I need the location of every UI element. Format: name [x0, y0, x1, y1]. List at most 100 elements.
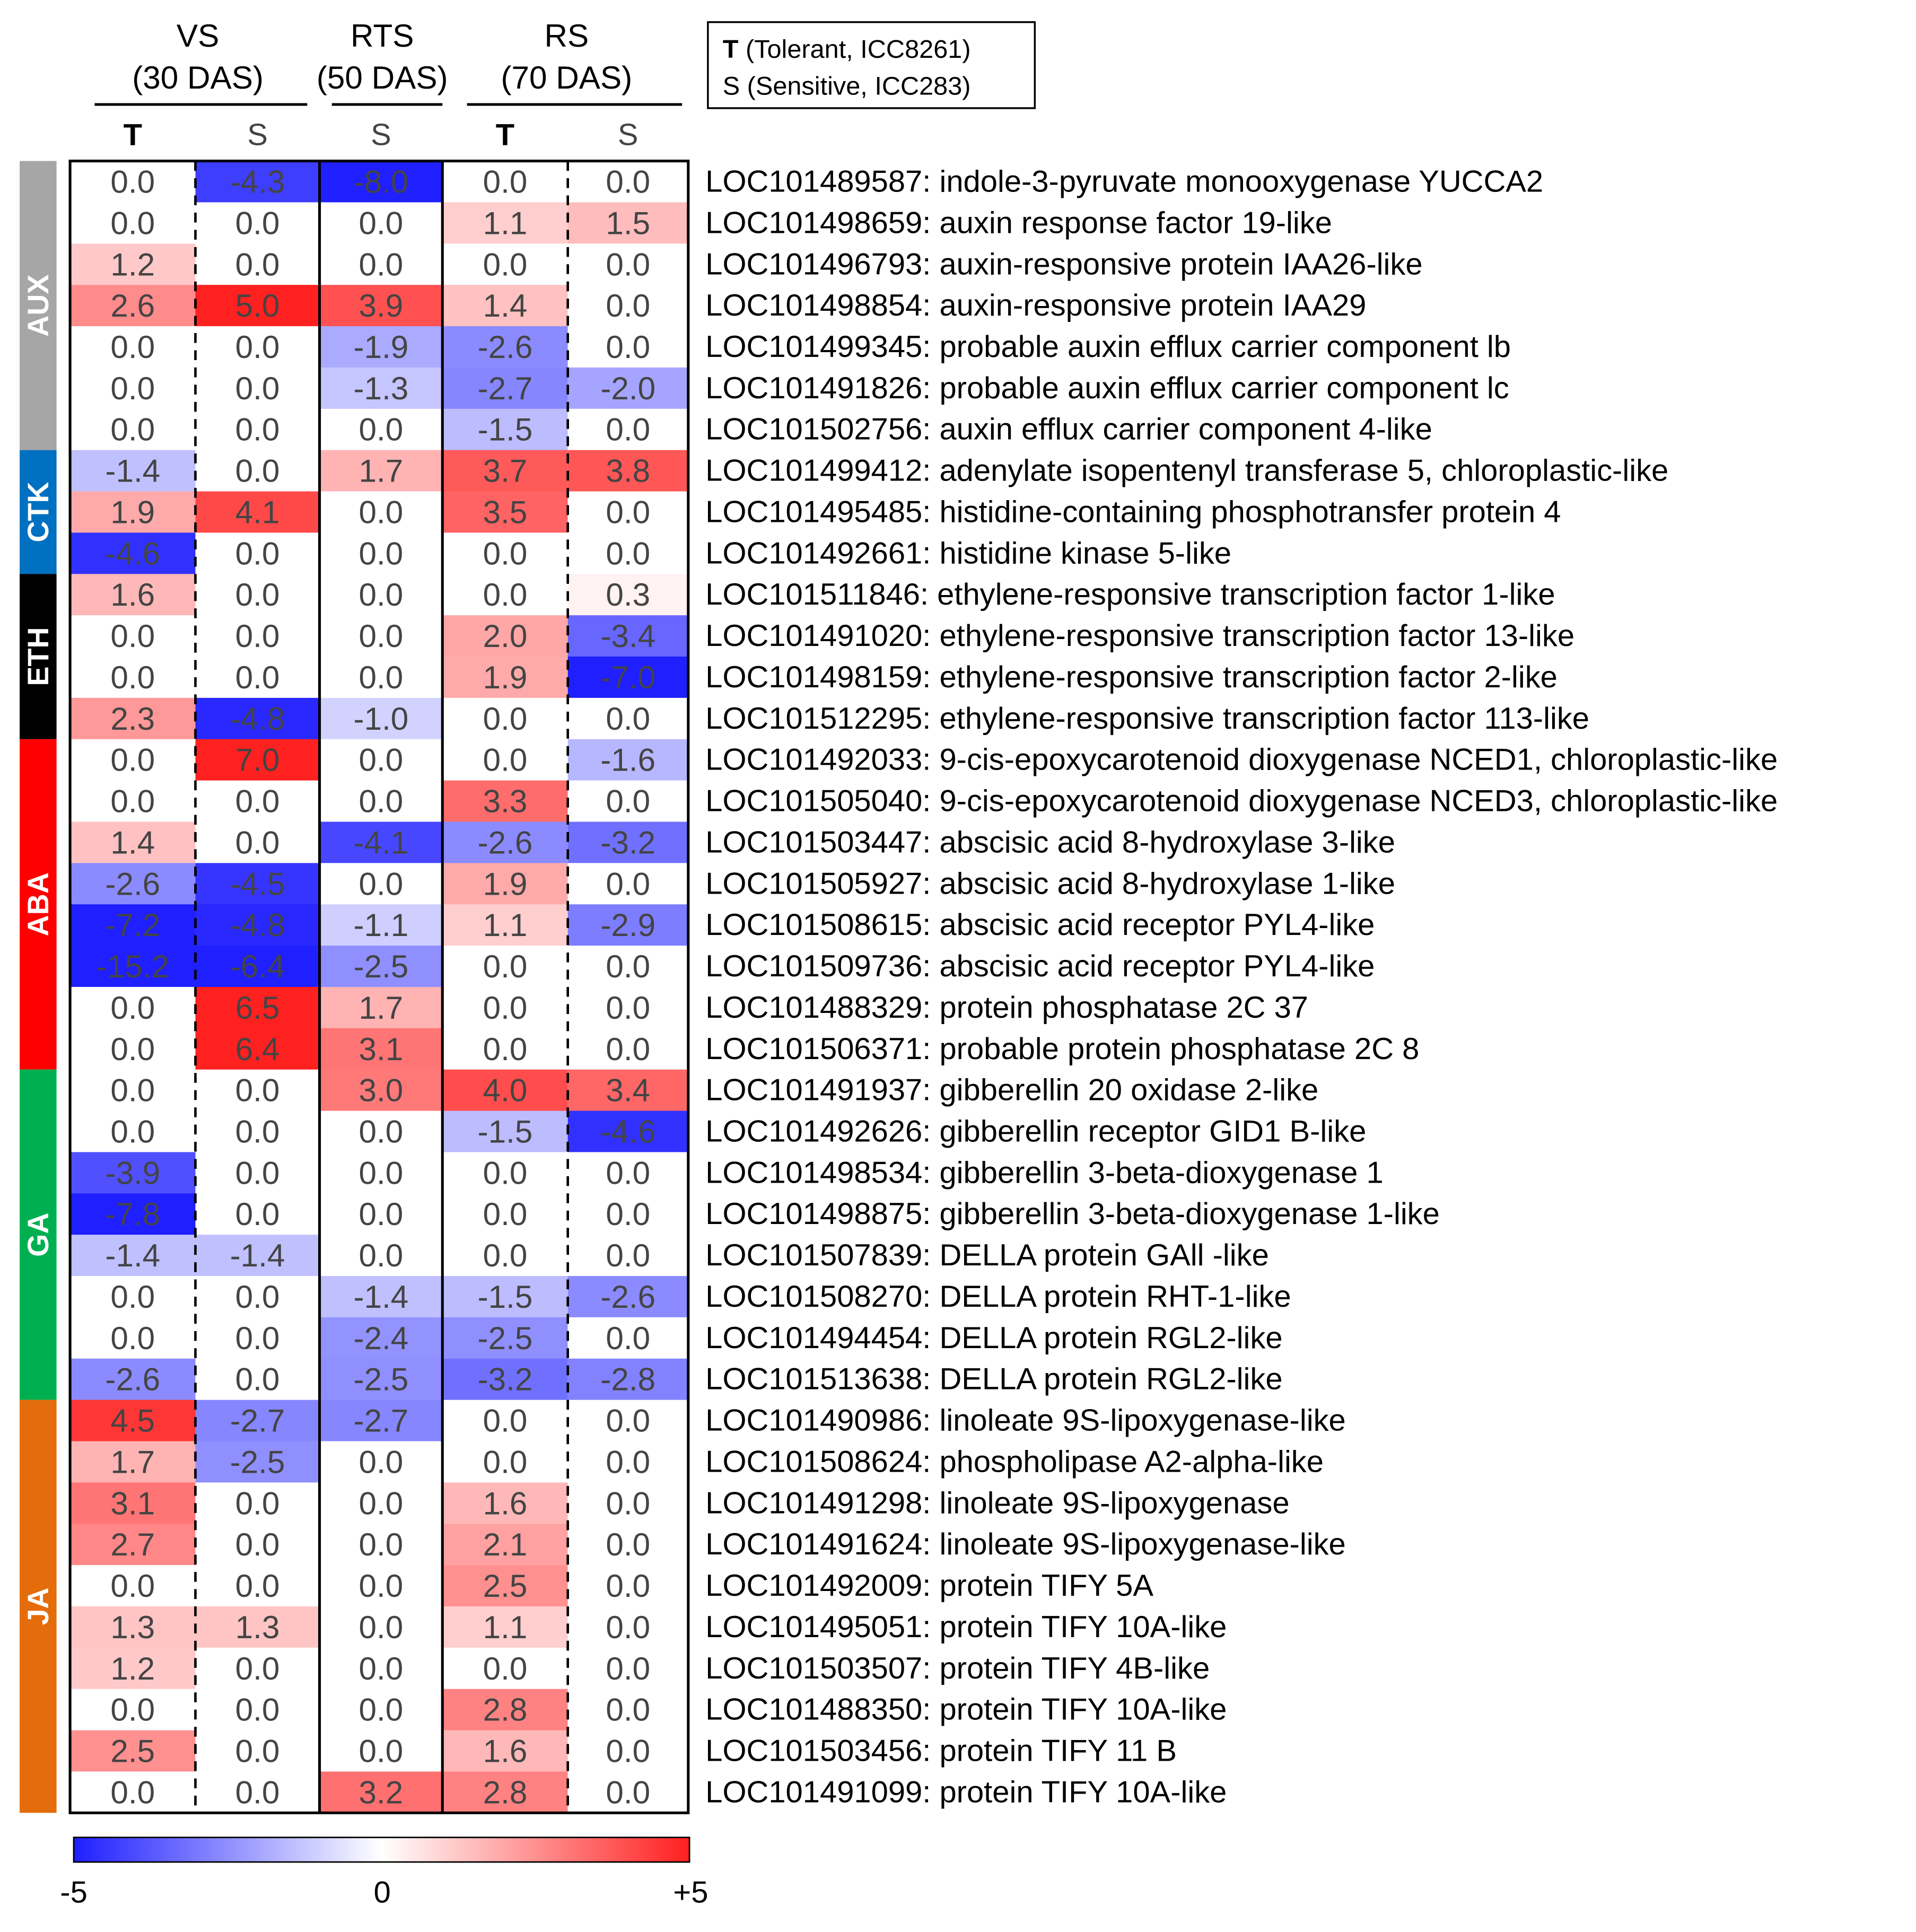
- cell-value: 0.0: [110, 742, 155, 778]
- cell-value: 0.0: [235, 659, 280, 695]
- cell-value: 3.4: [606, 1072, 650, 1108]
- legend-tolerant-code: T: [723, 35, 739, 64]
- gene-label: LOC101498159: ethylene-responsive transc…: [705, 660, 1558, 694]
- cell-value: 0.0: [235, 1485, 280, 1521]
- heatmap-cell: [567, 1647, 688, 1690]
- cell-value: 0.0: [359, 1526, 404, 1562]
- cell-value: 0.0: [606, 1031, 650, 1067]
- cell-value: -4.8: [230, 907, 285, 943]
- stage-label: RS: [545, 18, 589, 54]
- heatmap-cell: [567, 1152, 688, 1194]
- heatmap-cell: [567, 986, 688, 1029]
- heatmap-cell: [195, 326, 320, 368]
- cell-value: 0.0: [483, 164, 528, 200]
- heatmap-cell: [70, 202, 196, 244]
- group-band-ctk: [20, 450, 57, 574]
- cell-value: 0.0: [235, 453, 280, 489]
- gene-label: LOC101509736: abscisic acid receptor PYL…: [705, 949, 1375, 983]
- heatmap-cell: [70, 1565, 196, 1607]
- cell-value: 1.2: [110, 1650, 155, 1686]
- cell-value: -1.4: [230, 1237, 285, 1273]
- cell-value: 1.1: [483, 907, 528, 943]
- heatmap-cell: [442, 1730, 568, 1772]
- heatmap-cell: [195, 1606, 320, 1648]
- heatmap-cells: 0.0 -4.3 -8.0 0.0 0.0 0.0 0.0 0.0 1.1 1.5 1.2 0.0 0.…: [70, 161, 688, 1813]
- heatmap-cell: [442, 946, 568, 987]
- heatmap-cell: [195, 1111, 320, 1152]
- cell-value: 1.4: [483, 287, 528, 324]
- gene-label: LOC101505040: 9-cis-epoxycarotenoid diox…: [705, 784, 1778, 818]
- cell-value: 0.0: [483, 1444, 528, 1480]
- heatmap-frame: [68, 160, 690, 1814]
- heatmap-cell: [442, 491, 568, 533]
- cell-value: -2.5: [354, 948, 409, 984]
- cell-value: 0.0: [483, 742, 528, 778]
- heatmap-cell: [319, 532, 443, 574]
- heatmap-cell: [319, 1111, 443, 1152]
- cell-value: 0.0: [110, 164, 155, 200]
- heatmap-cell: [195, 1069, 320, 1112]
- heatmap-cell: [319, 1235, 443, 1277]
- gene-label: LOC101492661: histidine kinase 5-like: [705, 536, 1231, 570]
- cell-value: 0.0: [235, 246, 280, 282]
- cell-value: 0.0: [235, 1568, 280, 1604]
- heatmap-cell: [70, 450, 196, 492]
- cell-value: 6.5: [235, 990, 280, 1026]
- heatmap-cell: [195, 1482, 320, 1524]
- heatmap-cell: [195, 1152, 320, 1194]
- cell-value: -2.7: [230, 1403, 285, 1439]
- heatmap-cell: [442, 986, 568, 1029]
- column-header: VS (30 DAS) RTS (50 DAS) RS (70 DAS) T S S T S: [94, 18, 683, 152]
- heatmap-cell: [70, 615, 196, 657]
- cell-value: -2.0: [600, 370, 655, 406]
- cell-value: 0.0: [606, 1526, 650, 1562]
- heatmap-cell: [567, 863, 688, 905]
- heatmap-cell: [70, 491, 196, 533]
- cell-value: 0.0: [359, 1692, 404, 1728]
- cell-value: 0.0: [359, 576, 404, 613]
- heatmap-cell: [195, 1647, 320, 1690]
- gene-label: LOC101488350: protein TIFY 10A-like: [705, 1693, 1227, 1727]
- gene-label: LOC101488329: protein phosphatase 2C 37: [705, 991, 1308, 1025]
- cell-value: 1.9: [483, 866, 528, 902]
- cell-value: 0.0: [606, 1568, 650, 1604]
- cell-value: 3.9: [359, 287, 404, 324]
- heatmap-cell: [442, 1771, 568, 1813]
- stage-label: VS: [177, 18, 219, 54]
- cell-value: -1.4: [105, 1237, 160, 1273]
- cell-value: 0.0: [606, 535, 650, 571]
- cell-value: -1.9: [354, 329, 409, 365]
- cell-value: 0.0: [110, 1031, 155, 1067]
- cell-value: 1.3: [235, 1609, 280, 1645]
- cell-value: 0.0: [606, 1692, 650, 1728]
- heatmap-cell: [195, 780, 320, 822]
- cell-value: 0.0: [483, 576, 528, 613]
- heatmap-cell: [70, 285, 196, 327]
- heatmap-cell: [70, 367, 196, 409]
- cell-value: 0.0: [359, 1155, 404, 1191]
- cell-value: -2.7: [354, 1403, 409, 1439]
- cell-value: -2.9: [600, 907, 655, 943]
- cell-value: 0.0: [235, 1650, 280, 1686]
- cell-value: -2.6: [478, 824, 533, 860]
- cell-value: 2.0: [483, 618, 528, 654]
- gene-label: LOC101507839: DELLA protein GAll -like: [705, 1238, 1269, 1272]
- gene-label: LOC101511846: ethylene-responsive transc…: [705, 578, 1555, 611]
- cell-value: -2.6: [478, 329, 533, 365]
- heatmap-cell: [567, 450, 688, 492]
- cell-value: 0.0: [359, 1733, 404, 1769]
- cell-value: 0.0: [606, 866, 650, 902]
- heatmap-cell: [442, 1317, 568, 1359]
- heatmap-cell: [442, 904, 568, 946]
- gene-label: LOC101499412: adenylate isopentenyl tran…: [705, 454, 1668, 488]
- cell-value: 1.7: [110, 1444, 155, 1480]
- heatmap-cell: [442, 1193, 568, 1235]
- heatmap-cell: [70, 821, 196, 863]
- gene-label: LOC101498875: gibberellin 3-beta-dioxyge…: [705, 1197, 1440, 1231]
- gene-labels: LOC101489587: indole-3-pyruvate monooxyg…: [705, 165, 1778, 1809]
- cell-value: 0.0: [606, 329, 650, 365]
- cell-value: 3.1: [110, 1485, 155, 1521]
- heatmap-cell: [442, 1524, 568, 1566]
- heatmap-cell: [70, 946, 196, 987]
- cell-value: -4.6: [105, 535, 160, 571]
